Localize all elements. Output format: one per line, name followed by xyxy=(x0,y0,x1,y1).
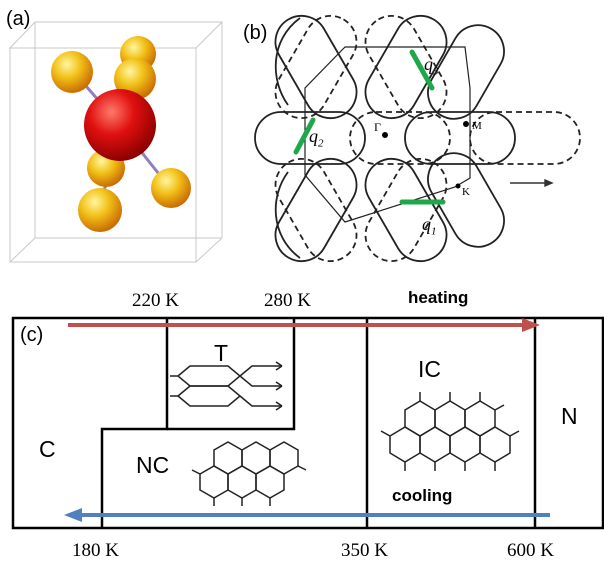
q2-label: q2 xyxy=(309,126,324,150)
phase-diagram-frame xyxy=(11,316,604,530)
temp-350k-label: 350 K xyxy=(341,540,388,561)
phase-t-label: T xyxy=(214,340,229,366)
heating-label: heating xyxy=(408,288,469,307)
panel-a-label: (a) xyxy=(6,8,31,30)
panel-c-label: (c) xyxy=(20,324,44,346)
phase-c-label: C xyxy=(39,436,56,462)
temp-280k-label: 280 K xyxy=(264,290,311,311)
outer-atom-sphere xyxy=(78,188,122,232)
panel-b-label: (b) xyxy=(243,22,268,44)
cooling-label: cooling xyxy=(392,486,453,505)
t-phase-lattice xyxy=(170,361,283,411)
phase-n-label: N xyxy=(561,403,578,429)
fermi-surface-sketch xyxy=(254,14,581,263)
q3-label: q3 xyxy=(424,54,439,78)
center-atom-sphere xyxy=(84,89,156,161)
direction-arrow xyxy=(510,178,554,188)
cooling-arrow xyxy=(64,508,550,522)
nc-phase-lattice xyxy=(191,441,307,506)
k-point-label: K xyxy=(462,186,470,198)
temp-220k-label: 220 K xyxy=(132,290,179,311)
temp-180k-label: 180 K xyxy=(72,540,119,561)
gamma-point-label: Γ xyxy=(374,120,381,134)
temp-600k-label: 600 K xyxy=(507,540,554,561)
q1-label: q1 xyxy=(422,214,437,238)
heating-arrow xyxy=(68,318,540,332)
high-symmetry-points xyxy=(382,121,469,189)
phase-ic-label: IC xyxy=(418,356,441,382)
m-point-label: M xyxy=(472,120,482,132)
outer-atom-sphere xyxy=(151,168,191,208)
phase-nc-label: NC xyxy=(136,452,170,478)
q-vectors xyxy=(293,49,446,205)
outer-atom-sphere xyxy=(51,51,93,93)
ic-phase-lattice xyxy=(380,392,520,471)
